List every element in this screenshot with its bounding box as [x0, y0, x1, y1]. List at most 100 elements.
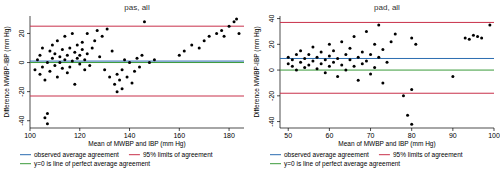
reference-line [280, 93, 494, 94]
point [126, 76, 129, 79]
point [76, 44, 79, 47]
x-tick [30, 128, 31, 131]
y-tick [277, 95, 280, 96]
legend-swatch [270, 154, 281, 155]
x-tick-label: 120 [74, 132, 86, 139]
point [348, 58, 351, 61]
point [58, 61, 61, 64]
title: pad, all [374, 3, 400, 12]
legend-swatch [129, 154, 140, 155]
y-tick-label: -20 [268, 91, 275, 101]
point [291, 58, 294, 61]
point [361, 51, 364, 54]
point [451, 75, 454, 78]
point [390, 40, 393, 43]
x-tick [494, 128, 495, 131]
x-axis [280, 128, 494, 129]
point [71, 60, 74, 63]
point [365, 60, 368, 63]
legend-item: observed average agreement [270, 151, 369, 159]
point [406, 114, 409, 117]
x-tick [370, 128, 371, 131]
point [402, 94, 405, 97]
x-tick-label: 60 [325, 132, 333, 139]
point [348, 47, 351, 50]
point [83, 58, 86, 61]
y-tick-label: 0 [268, 68, 275, 72]
legend-label: observed average agreement [284, 151, 369, 159]
point [307, 63, 310, 66]
point [71, 32, 74, 35]
point [336, 57, 339, 60]
point [68, 47, 71, 50]
point [394, 33, 397, 36]
point [316, 67, 319, 70]
y-tick [27, 62, 30, 63]
point [328, 54, 331, 57]
legend-swatch [379, 154, 390, 155]
point [46, 61, 49, 64]
x-tick [179, 128, 180, 131]
point [58, 55, 61, 58]
point [48, 49, 51, 52]
point [311, 60, 314, 63]
y-tick [27, 120, 30, 121]
legend-item: 95% limits of agreement [129, 151, 213, 159]
y-tick [277, 121, 280, 122]
point [299, 61, 302, 64]
point [46, 122, 49, 125]
x-tick [411, 128, 412, 131]
point [357, 56, 360, 59]
point [53, 64, 56, 67]
point [81, 48, 84, 51]
y-tick [277, 44, 280, 45]
point [66, 54, 69, 57]
y-axis [280, 16, 281, 128]
legend-label: observed average agreement [34, 151, 119, 159]
x-tick [288, 128, 289, 131]
point [303, 57, 306, 60]
legend-label: 95% limits of agreement [393, 151, 463, 159]
point [332, 61, 335, 64]
point [131, 81, 134, 84]
legend-item: y=0 is line of perfect average agreement [270, 160, 400, 168]
point [106, 28, 109, 31]
point [96, 29, 99, 32]
y-axis-label: Difference MWBP-IBP (mm Hg) [3, 26, 11, 117]
x-tick-label: 100 [488, 132, 500, 139]
point [238, 32, 241, 35]
point [307, 53, 310, 56]
point [198, 47, 201, 50]
point [320, 62, 323, 65]
point [51, 44, 54, 47]
y-tick [277, 18, 280, 19]
legend-item: 95% limits of agreement [379, 151, 463, 159]
point [116, 90, 119, 93]
point [48, 70, 51, 73]
point [43, 79, 46, 82]
point [76, 57, 79, 60]
point [140, 54, 143, 57]
point [61, 48, 64, 51]
plot-area [280, 22, 494, 125]
point [464, 36, 467, 39]
point [148, 61, 151, 64]
point [88, 64, 91, 67]
x-tick-label: 80 [408, 132, 416, 139]
reference-line [30, 61, 244, 62]
x-tick [329, 128, 330, 131]
point [113, 83, 116, 86]
point [386, 61, 389, 64]
point [332, 49, 335, 52]
y-tick [277, 70, 280, 71]
legend-label: 95% limits of agreement [143, 151, 213, 159]
point [103, 68, 106, 71]
point [228, 25, 231, 28]
x-axis-label: Mean of MWBP and IBP (mm Hg) [88, 140, 185, 148]
y-tick-label: 20 [268, 40, 275, 48]
reference-line [30, 26, 244, 27]
point [133, 70, 136, 73]
point [215, 32, 218, 35]
point [287, 56, 290, 59]
point [480, 36, 483, 39]
